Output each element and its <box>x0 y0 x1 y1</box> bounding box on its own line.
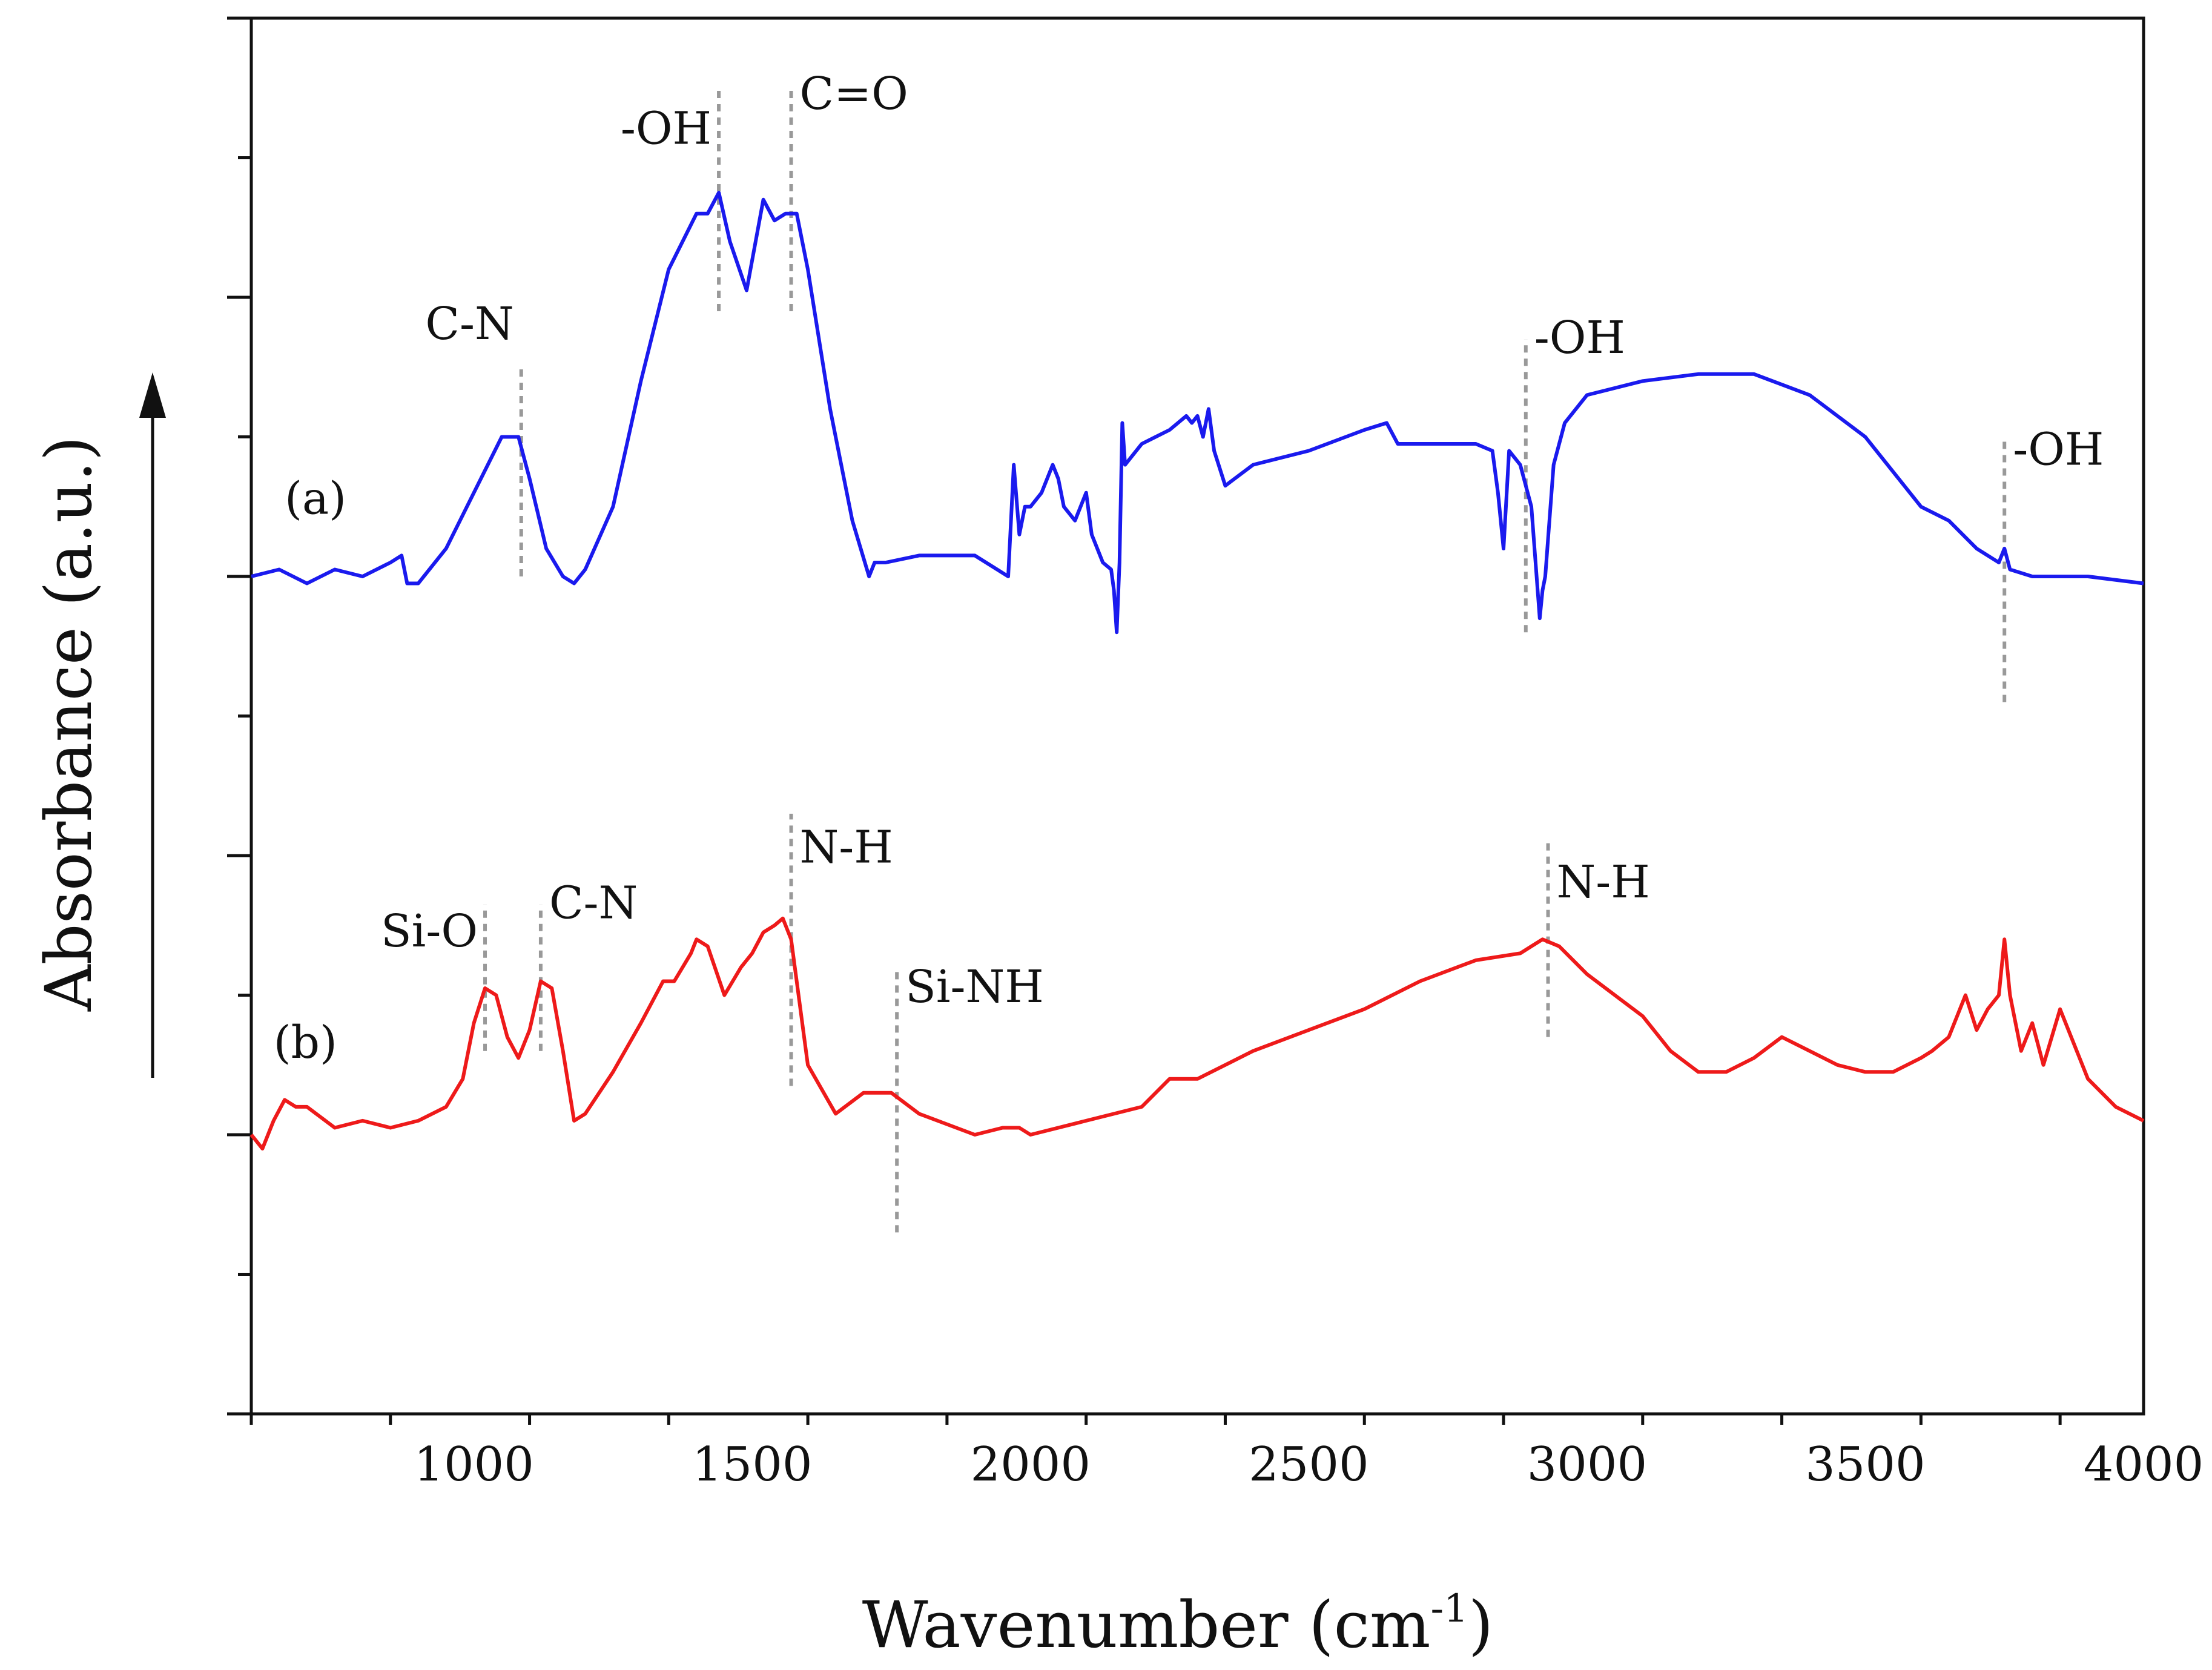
x-axis-title: Wavenumber (cm-1) <box>862 1586 1494 1662</box>
peak-label: N-H <box>1557 856 1650 908</box>
plot-marks: C-N -OH C=O -OH -OH Si-O C-N N-H Si-NH N-H (a) (b) <box>249 68 2145 1233</box>
x-tick-label: 2500 <box>1249 1437 1369 1492</box>
series-label: (a) <box>285 472 346 524</box>
series-line-b <box>249 916 2145 1150</box>
peak-label: C-N <box>549 877 638 929</box>
x-tick-label: 1000 <box>414 1437 534 1492</box>
peak-label: Si-O <box>381 905 478 957</box>
plot-axes: 1000 1500 2000 2500 3000 3500 4000 <box>139 16 2204 1492</box>
plot-labels: Absorbance (a.u.) Wavenumber (cm-1) <box>31 436 1493 1662</box>
peak-label: Si-NH <box>905 961 1044 1013</box>
x-axis-title-close: ) <box>1468 1588 1493 1662</box>
peak-label: -OH <box>2013 424 2104 476</box>
x-axis-title-main: Wavenumber (cm <box>862 1588 1431 1662</box>
peak-label: -OH <box>621 102 711 154</box>
y-axis-arrow-head <box>139 372 166 418</box>
peak-label: C=O <box>800 68 908 120</box>
y-axis-title: Absorbance (a.u.) <box>31 436 106 1012</box>
series-label: (b) <box>274 1017 337 1069</box>
x-tick-label: 4000 <box>2084 1437 2204 1492</box>
series-line-a <box>251 191 2144 635</box>
plot-frame <box>249 16 2145 1416</box>
x-axis-title-superscript: -1 <box>1431 1586 1468 1631</box>
x-tick-label: 3000 <box>1527 1437 1648 1492</box>
x-tick-label: 1500 <box>692 1437 813 1492</box>
peak-label: -OH <box>1534 312 1625 364</box>
x-tick-label: 2000 <box>971 1437 1091 1492</box>
x-tick-label: 3500 <box>1805 1437 1926 1492</box>
peak-label: N-H <box>800 822 893 874</box>
peak-label: C-N <box>425 298 513 350</box>
